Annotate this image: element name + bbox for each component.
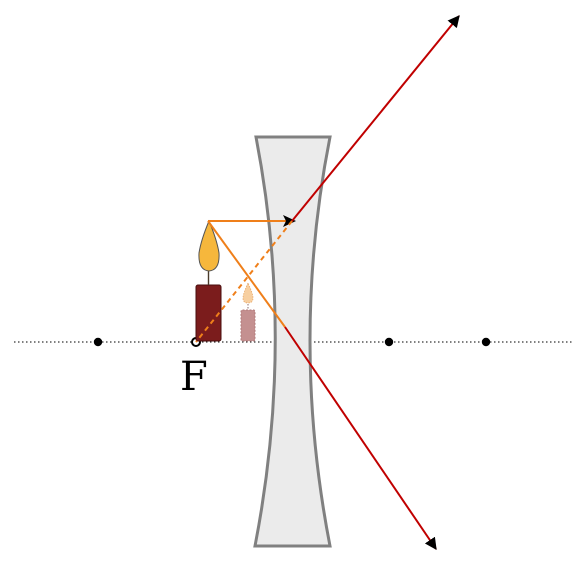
central-ray-incident [207, 220, 286, 328]
virtual-image-candle [240, 282, 256, 342]
virtual-extension-ray [195, 220, 293, 343]
diverging-lens [253, 135, 332, 548]
refracted-ray-upper [291, 15, 460, 222]
candle-body [195, 284, 222, 342]
object-candle [195, 219, 222, 342]
focal-point-far-left [93, 337, 103, 347]
central-ray-transmitted [284, 326, 437, 550]
flame-icon [198, 219, 220, 272]
focal-point-far-right [481, 337, 491, 347]
incident-ray-arrowhead [283, 215, 296, 227]
image-flame [242, 282, 254, 304]
focal-point-right [384, 337, 394, 347]
image-candle-body [240, 309, 256, 342]
focal-label: F [180, 354, 208, 400]
